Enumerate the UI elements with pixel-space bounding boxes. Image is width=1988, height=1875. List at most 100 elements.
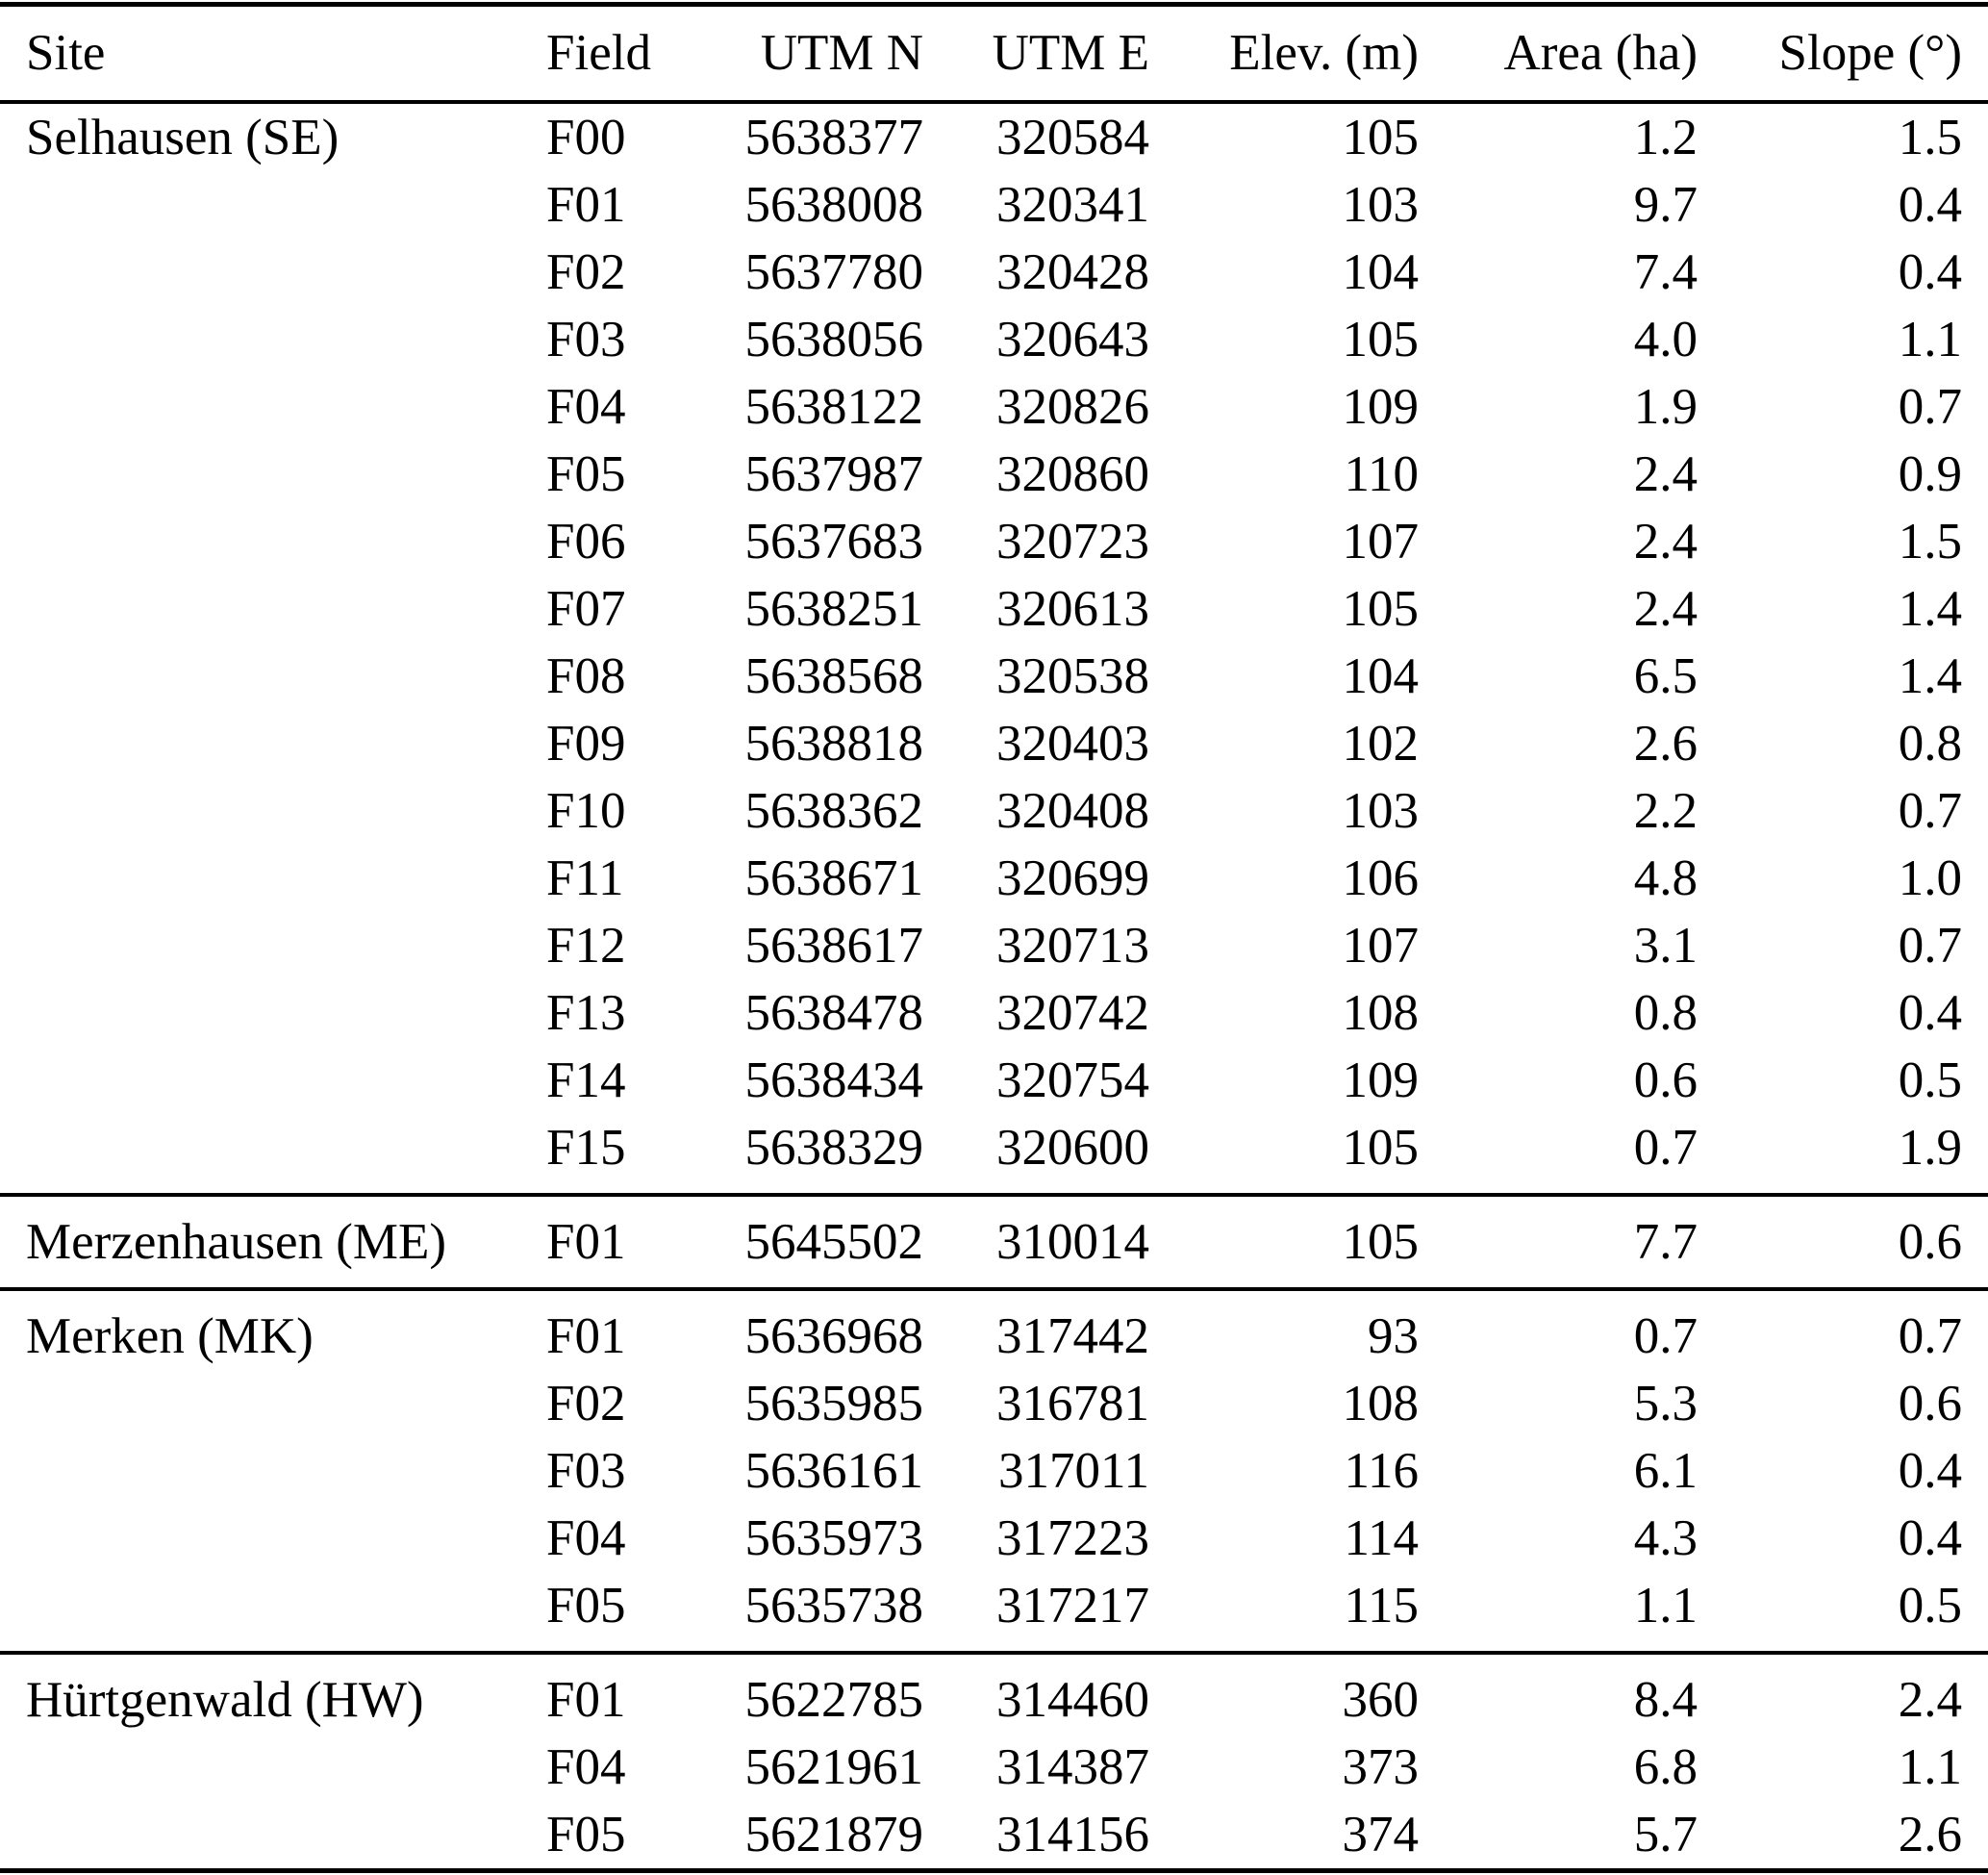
field-cell: F01: [546, 1671, 626, 1728]
utm-n-cell: 5621879: [744, 1806, 924, 1862]
area-cell: 0.7: [1633, 1307, 1698, 1364]
utm-e-cell: 310014: [938, 1195, 1164, 1291]
area-cell: 7.7: [1433, 1195, 1712, 1291]
site-cell: [0, 1114, 519, 1197]
utm-n-cell: 5637987: [744, 445, 924, 502]
field-cell: F04: [546, 378, 626, 435]
site-cell: [0, 508, 519, 575]
utm-n-cell: 5638617: [744, 917, 924, 974]
site-section: Selhausen (SE) F00 5638377 320584 105 1.2 1.5 F…: [0, 102, 1988, 1197]
table-row: F07 5638251 320613 105 2.4 1.4: [0, 575, 1988, 643]
elevation-cell: 107: [1342, 513, 1420, 570]
table-row: Merzenhausen (ME) F01 5645502 310014 105 7.7 0…: [0, 1195, 1988, 1291]
area-cell: 2.4: [1633, 580, 1698, 637]
utm-e-cell: 317442: [996, 1307, 1149, 1364]
elevation-cell: 109: [1342, 378, 1420, 435]
table-row: F09 5638818 320403 102 2.6 0.8: [0, 710, 1988, 777]
slope-cell: 0.5: [1898, 1052, 1962, 1108]
utm-e-cell: 320754: [996, 1052, 1149, 1108]
utm-n-cell: 5635973: [744, 1509, 924, 1566]
area-cell: 5.3: [1633, 1375, 1698, 1432]
utm-e-cell: 314387: [996, 1738, 1149, 1795]
table-row: F04 5621961 314387 373 6.8 1.1: [0, 1734, 1988, 1801]
table-row: Hürtgenwald (HW) F01 5622785 314460 360 8.4 2.…: [0, 1653, 1988, 1734]
site-cell: Merken (MK): [26, 1307, 314, 1364]
slope-cell: 0.7: [1898, 1307, 1962, 1364]
slope-cell: 0.4: [1898, 1442, 1962, 1499]
table-row: F05 5637987 320860 110 2.4 0.9: [0, 441, 1988, 508]
field-cell: F15: [519, 1114, 712, 1197]
utm-e-cell: 314460: [996, 1671, 1149, 1728]
table-row: F04 5638122 320826 109 1.9 0.7: [0, 373, 1988, 441]
site-cell: [0, 1505, 519, 1572]
table-row: F14 5638434 320754 109 0.6 0.5: [0, 1047, 1988, 1114]
utm-n-cell: 5637780: [744, 243, 924, 300]
site-cell: [0, 710, 519, 777]
elevation-cell: 115: [1164, 1572, 1433, 1655]
field-cell: F00: [546, 109, 626, 165]
elevation-cell: 105: [1342, 311, 1420, 367]
elevation-cell: 93: [1368, 1307, 1419, 1364]
slope-cell: 1.5: [1898, 109, 1962, 165]
table-row: F13 5638478 320742 108 0.8 0.4: [0, 979, 1988, 1047]
field-cell: F04: [546, 1509, 626, 1566]
utm-n-cell: 5635985: [744, 1375, 924, 1432]
utm-n-cell: 5622785: [744, 1671, 924, 1728]
field-cell: F03: [546, 1442, 626, 1499]
field-cell: F08: [546, 647, 626, 704]
site-cell: [0, 845, 519, 912]
utm-n-cell: 5638568: [744, 647, 924, 704]
site-cell: [0, 373, 519, 441]
site-section: Merzenhausen (ME) F01 5645502 310014 105 7.7 0…: [0, 1195, 1988, 1291]
utm-n-cell: 5636161: [744, 1442, 924, 1499]
elevation-cell: 116: [1344, 1442, 1419, 1499]
table-row: F03 5638056 320643 105 4.0 1.1: [0, 306, 1988, 373]
slope-cell: 1.9: [1712, 1114, 1988, 1197]
utm-n-cell: 5638251: [744, 580, 924, 637]
column-header-field: Field: [519, 4, 712, 104]
slope-cell: 0.6: [1898, 1375, 1962, 1432]
elevation-cell: 105: [1342, 580, 1420, 637]
field-cell: F14: [546, 1052, 626, 1108]
utm-n-cell: 5638478: [744, 984, 924, 1041]
area-cell: 2.4: [1633, 445, 1698, 502]
elevation-cell: 102: [1342, 715, 1420, 772]
utm-e-cell: 320428: [996, 243, 1149, 300]
table-header: Site Field UTM N UTM E Elev. (m) Area (h…: [0, 4, 1988, 104]
utm-e-cell: 320643: [996, 311, 1149, 367]
utm-e-cell: 316781: [996, 1375, 1149, 1432]
slope-cell: 0.5: [1712, 1572, 1988, 1655]
table-row: F11 5638671 320699 106 4.8 1.0: [0, 845, 1988, 912]
area-cell: 2.6: [1633, 715, 1698, 772]
utm-n-cell: 5637683: [744, 513, 924, 570]
elevation-cell: 104: [1342, 647, 1420, 704]
utm-n-cell: 5621961: [744, 1738, 924, 1795]
site-cell: [0, 306, 519, 373]
utm-n-cell: 5638818: [744, 715, 924, 772]
table-row: F10 5638362 320408 103 2.2 0.7: [0, 777, 1988, 845]
elevation-cell: 103: [1342, 176, 1420, 233]
site-section: Hürtgenwald (HW) F01 5622785 314460 360 8.4 2.…: [0, 1653, 1988, 1871]
site-cell: [0, 643, 519, 710]
site-cell: [0, 777, 519, 845]
table-row: F04 5635973 317223 114 4.3 0.4: [0, 1505, 1988, 1572]
table-row: F08 5638568 320538 104 6.5 1.4: [0, 643, 1988, 710]
field-cell: F05: [546, 445, 626, 502]
utm-e-cell: 320584: [996, 109, 1149, 165]
elevation-cell: 109: [1342, 1052, 1420, 1108]
field-cell: F02: [546, 1375, 626, 1432]
utm-n-cell: 5638671: [744, 849, 924, 906]
elevation-cell: 373: [1342, 1738, 1420, 1795]
column-header-utm-e: UTM E: [938, 4, 1164, 104]
field-cell: F04: [546, 1738, 626, 1795]
area-cell: 6.5: [1633, 647, 1698, 704]
slope-cell: 0.7: [1898, 917, 1962, 974]
column-header-utm-n: UTM N: [712, 4, 938, 104]
header-row: Site Field UTM N UTM E Elev. (m) Area (h…: [0, 4, 1988, 104]
elevation-cell: 103: [1342, 782, 1420, 839]
table-row: Selhausen (SE) F00 5638377 320584 105 1.2 1.5: [0, 102, 1988, 171]
site-cell: [0, 575, 519, 643]
slope-cell: 1.1: [1898, 1738, 1962, 1795]
slope-cell: 0.4: [1898, 243, 1962, 300]
area-cell: 1.2: [1633, 109, 1698, 165]
